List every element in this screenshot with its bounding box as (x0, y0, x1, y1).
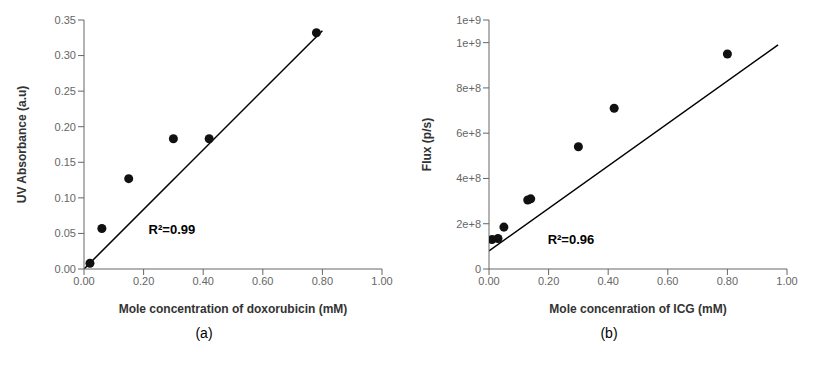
html-text:(a): (a) (195, 325, 213, 341)
svg-text:0.00: 0.00 (55, 263, 76, 275)
svg-text:2e+8: 2e+8 (456, 218, 481, 230)
svg-text:0.30: 0.30 (55, 49, 76, 61)
svg-text:0.25: 0.25 (55, 85, 76, 97)
svg-text:0.20: 0.20 (538, 275, 559, 287)
svg-text:0.60: 0.60 (657, 275, 678, 287)
svg-text:R²=0.99: R²=0.99 (149, 222, 196, 237)
svg-text:0.05: 0.05 (55, 227, 76, 239)
svg-text:0.80: 0.80 (717, 275, 738, 287)
svg-text:Flux (p/s): Flux (p/s) (420, 118, 434, 171)
svg-text:4e+8: 4e+8 (456, 172, 481, 184)
svg-text:0.40: 0.40 (597, 275, 618, 287)
svg-text:0.80: 0.80 (312, 275, 333, 287)
svg-text:0.20: 0.20 (133, 275, 154, 287)
svg-text:6e+8: 6e+8 (456, 127, 481, 139)
svg-text:0: 0 (475, 263, 481, 275)
svg-text:0.00: 0.00 (478, 275, 499, 287)
svg-text:1.00: 1.00 (371, 275, 392, 287)
svg-text:0.00: 0.00 (73, 275, 94, 287)
svg-text:0.10: 0.10 (55, 192, 76, 204)
svg-text:8e+8: 8e+8 (456, 82, 481, 94)
svg-text:UV Absorbance (a.u): UV Absorbance (a.u) (15, 86, 29, 204)
svg-text:1e+9: 1e+9 (456, 14, 481, 26)
svg-text:Mole concentration of doxorubi: Mole concentration of doxorubicin (mM) (119, 302, 348, 316)
html-text:(b): (b) (600, 325, 618, 341)
svg-text:Mole concenration of ICG (mM): Mole concenration of ICG (mM) (549, 302, 726, 316)
svg-text:0.40: 0.40 (192, 275, 213, 287)
svg-text:1.00: 1.00 (776, 275, 797, 287)
svg-text:0.15: 0.15 (55, 156, 76, 168)
svg-text:0.35: 0.35 (55, 14, 76, 26)
svg-text:0.60: 0.60 (252, 275, 273, 287)
svg-text:R²=0.96: R²=0.96 (548, 232, 595, 247)
svg-text:1e+9: 1e+9 (456, 37, 481, 49)
svg-text:0.20: 0.20 (55, 121, 76, 133)
